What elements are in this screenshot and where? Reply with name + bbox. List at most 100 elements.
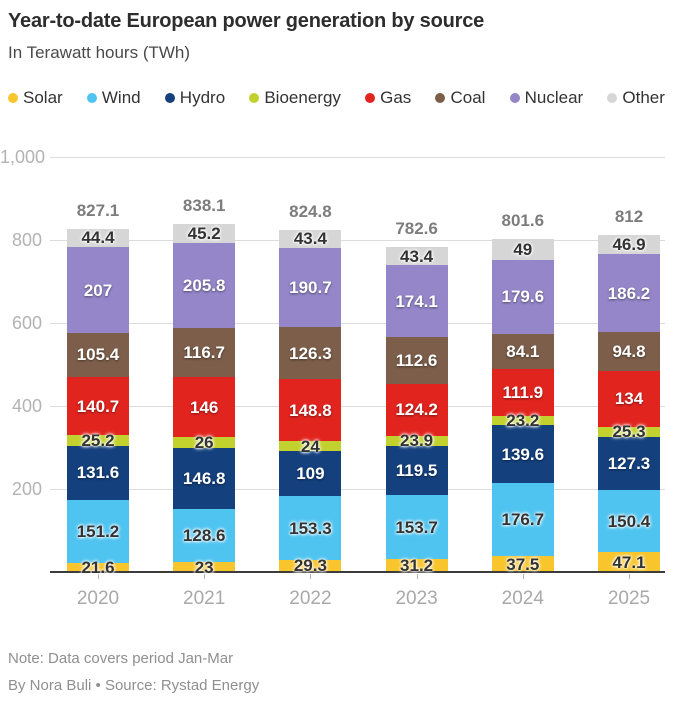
segment-value-label: 148.8: [289, 400, 332, 420]
segment-value-label: 84.1: [506, 342, 540, 362]
legend-dot-icon: [8, 93, 18, 103]
legend-dot-icon: [86, 93, 97, 103]
coal-segment: 84.1: [491, 334, 554, 370]
solar-segment: 47.1: [598, 552, 660, 572]
coal-segment: 126.3: [279, 326, 342, 380]
y-axis-label: 600: [11, 313, 42, 333]
x-axis-baseline: [50, 571, 665, 573]
segment-value-label: 151.2: [76, 522, 120, 542]
segment-value-label: 134: [614, 389, 644, 409]
coal-segment: 94.8: [598, 331, 660, 372]
coal-segment: 105.4: [67, 333, 129, 377]
gridline: [50, 240, 665, 241]
gas-segment: 140.7: [67, 376, 129, 436]
other-segment: 49: [491, 239, 554, 260]
footnote: Note: Data covers period Jan-Mar: [8, 650, 234, 667]
y-axis-label: 200: [11, 479, 42, 499]
segment-value-label: 43.4: [400, 246, 434, 266]
nuclear-segment: 174.1: [385, 265, 448, 338]
bar-total-label: 827.1: [76, 200, 120, 220]
segment-value-label: 109: [296, 464, 325, 484]
segment-value-label: 44.4: [81, 228, 115, 248]
segment-value-label: 31.2: [400, 556, 434, 576]
coal-segment: 116.7: [173, 328, 236, 377]
legend-label: Coal: [450, 88, 486, 107]
segment-value-label: 190.7: [289, 277, 332, 297]
gridline: [50, 406, 665, 407]
hydro-segment: 119.5: [385, 445, 448, 496]
legend-item-solar: Solar: [8, 88, 63, 108]
nuclear-segment: 207: [67, 247, 129, 334]
segment-value-label: 23.9: [400, 431, 434, 451]
wind-segment: 153.3: [279, 496, 342, 560]
hydro-segment: 139.6: [491, 425, 554, 484]
legend-item-coal: Coal: [435, 88, 485, 108]
legend-item-wind: Wind: [86, 88, 141, 108]
segment-value-label: 146: [190, 397, 219, 417]
legend-label: Wind: [101, 88, 141, 107]
wind-segment: 151.2: [67, 500, 129, 564]
wind-segment: 176.7: [491, 483, 554, 557]
segment-value-label: 26: [194, 433, 214, 453]
segment-value-label: 176.7: [501, 510, 545, 530]
wind-segment: 128.6: [173, 509, 236, 563]
hydro-segment: 131.6: [67, 445, 129, 501]
chart-area: 200 400 600 800 1,000 21.6 151.2 131.6 25.2 140.7…: [0, 147, 673, 617]
gas-segment: 146: [173, 376, 236, 438]
segment-value-label: 29.3: [293, 556, 327, 576]
segment-value-label: 46.9: [612, 235, 646, 255]
wind-segment: 150.4: [598, 490, 660, 553]
bioenergy-segment: 26: [173, 433, 236, 453]
legend-label: Nuclear: [524, 88, 584, 107]
x-axis-tick: [629, 574, 630, 579]
x-axis-tick: [310, 574, 312, 579]
solar-segment: 29.3: [279, 556, 342, 576]
other-segment: 46.9: [598, 235, 660, 255]
chart-subtitle: In Terawatt hours (TWh): [8, 43, 191, 62]
gas-segment: 124.2: [385, 384, 448, 436]
segment-value-label: 37.5: [506, 554, 540, 574]
solar-segment: 37.5: [491, 554, 554, 574]
bar-total-label: 801.6: [501, 211, 545, 231]
segment-value-label: 47.1: [612, 552, 646, 572]
legend-label: Gas: [380, 88, 412, 107]
x-axis-label: 2021: [183, 588, 226, 609]
segment-value-label: 150.4: [607, 511, 651, 531]
segment-value-label: 111.9: [502, 382, 544, 402]
bar-total-label: 838.1: [182, 196, 226, 216]
segment-value-label: 139.6: [501, 444, 545, 464]
segment-value-label: 127.3: [607, 454, 651, 474]
segment-value-label: 124.2: [395, 400, 438, 420]
byline: By Nora Buli • Source: Rystad Energy: [8, 677, 260, 694]
bar-total-label: 824.8: [289, 201, 332, 221]
bioenergy-segment: 23.2: [491, 412, 554, 429]
coal-segment: 112.6: [385, 337, 448, 385]
bioenergy-segment: 23.9: [385, 432, 448, 449]
x-axis-tick: [416, 574, 418, 579]
bioenergy-segment: 24: [279, 438, 342, 455]
nuclear-segment: 205.8: [173, 242, 236, 329]
solar-segment: 31.2: [385, 556, 448, 576]
segment-value-label: 25.2: [81, 430, 115, 450]
legend: Solar Wind Hydro Bioenergy Gas Coal Nuclear Oth…: [8, 88, 665, 108]
nuclear-segment: 190.7: [279, 247, 342, 327]
segment-value-label: 112.6: [395, 351, 438, 371]
segment-value-label: 146.8: [182, 469, 226, 489]
segment-value-label: 23: [194, 557, 214, 577]
x-axis-label: 2023: [395, 588, 438, 609]
legend-item-gas: Gas: [365, 88, 411, 108]
solar-segment: 21.6: [67, 559, 129, 576]
bar-total-label: 782.6: [395, 219, 438, 239]
legend-dot-icon: [435, 93, 446, 103]
segment-value-label: 205.8: [182, 276, 226, 296]
legend-label: Hydro: [179, 88, 226, 107]
segment-value-label: 126.3: [289, 343, 332, 363]
segment-value-label: 179.6: [501, 287, 545, 307]
legend-dot-icon: [249, 93, 260, 103]
gas-segment: 111.9: [491, 369, 554, 416]
nuclear-segment: 179.6: [491, 259, 554, 335]
y-axis-label: 800: [11, 230, 42, 250]
segment-value-label: 43.4: [293, 229, 327, 249]
segment-value-label: 174.1: [395, 291, 438, 311]
legend-dot-icon: [164, 93, 175, 103]
